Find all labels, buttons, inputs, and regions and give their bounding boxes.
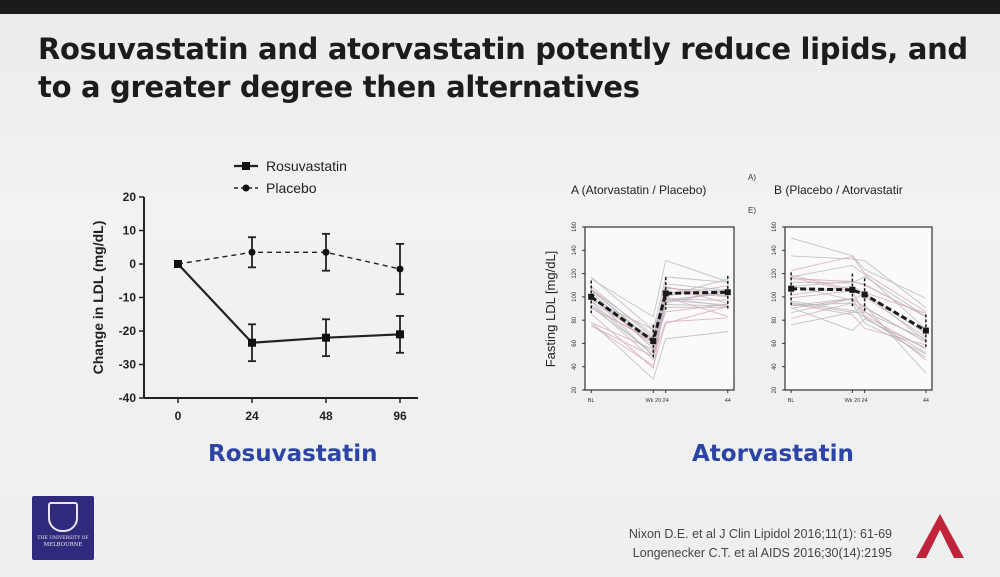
panel-title: A (Atorvastatin / Placebo) bbox=[571, 183, 706, 197]
individual-line bbox=[791, 297, 927, 343]
data-point bbox=[322, 333, 330, 342]
x-tick-label: 24 bbox=[663, 398, 669, 404]
x-tick-label: Wk 20 bbox=[645, 398, 661, 404]
data-point bbox=[248, 338, 256, 347]
individual-line bbox=[790, 307, 927, 349]
y-tick-label: 140 bbox=[772, 245, 778, 256]
y-tick-label: 80 bbox=[772, 316, 778, 323]
individual-line bbox=[791, 255, 927, 312]
top-bar bbox=[0, 0, 1000, 14]
x-tick-label: 44 bbox=[923, 398, 929, 404]
mean-point bbox=[650, 338, 657, 345]
data-point bbox=[322, 248, 330, 256]
y-tick-label: 100 bbox=[772, 291, 778, 302]
individual-line bbox=[791, 285, 927, 342]
university-logo: THE UNIVERSITY OF MELBOURNE bbox=[32, 496, 94, 560]
individual-line bbox=[590, 305, 728, 367]
legend-marker bbox=[242, 184, 250, 192]
series-line-0 bbox=[177, 263, 401, 344]
individual-line bbox=[590, 283, 728, 339]
individual-line bbox=[591, 317, 728, 358]
individual-line bbox=[590, 297, 728, 357]
mean-point bbox=[861, 291, 868, 298]
y-tick-label: -40 bbox=[119, 391, 137, 405]
x-tick-label: 48 bbox=[319, 409, 333, 423]
mean-point bbox=[922, 327, 929, 334]
x-tick-label: 0 bbox=[175, 409, 182, 423]
x-tick-label: BL bbox=[588, 398, 595, 404]
reference-2: Longenecker C.T. et al AIDS 2016;30(14):… bbox=[632, 546, 892, 560]
data-point bbox=[396, 265, 404, 273]
individual-line bbox=[791, 300, 927, 358]
y-tick-label: 20 bbox=[772, 386, 778, 393]
x-tick-label: BL bbox=[788, 398, 795, 404]
x-tick-label: 24 bbox=[245, 409, 259, 423]
y-tick-label: 160 bbox=[572, 221, 578, 232]
y-tick-label: 160 bbox=[772, 221, 778, 232]
y-axis-label: Change in LDL (mg/dL) bbox=[90, 221, 106, 375]
y-tick-label: -20 bbox=[119, 324, 137, 338]
slide-title: Rosuvastatin and atorvastatin potently r… bbox=[38, 32, 968, 104]
individual-line bbox=[590, 276, 728, 331]
y-tick-label: 120 bbox=[772, 268, 778, 279]
individual-line bbox=[591, 303, 728, 351]
y-tick-label: 20 bbox=[123, 190, 137, 204]
right-caption: Atorvastatin bbox=[692, 441, 854, 467]
references: Nixon D.E. et al J Clin Lipidol 2016;11(… bbox=[629, 525, 892, 563]
individual-line bbox=[590, 289, 728, 344]
data-point bbox=[248, 248, 256, 256]
mean-point bbox=[849, 286, 856, 293]
individual-line bbox=[791, 302, 927, 340]
logo-text: THE UNIVERSITY OF MELBOURNE bbox=[37, 536, 89, 548]
panel-label: E) bbox=[748, 206, 756, 215]
legend-marker bbox=[242, 162, 250, 170]
y-tick-label: 40 bbox=[772, 363, 778, 370]
individual-line bbox=[590, 259, 728, 318]
mean-point bbox=[724, 289, 731, 296]
y-tick-label: -10 bbox=[119, 291, 137, 305]
panel-label: A) bbox=[748, 173, 756, 182]
shield-icon bbox=[48, 502, 78, 532]
data-point bbox=[396, 330, 404, 339]
y-tick-label: 40 bbox=[572, 363, 578, 370]
individual-line bbox=[791, 278, 927, 317]
brand-a-icon bbox=[916, 514, 964, 558]
y-tick-label: 100 bbox=[572, 291, 578, 302]
y-tick-label: -30 bbox=[119, 358, 137, 372]
legend-label: Rosuvastatin bbox=[266, 158, 347, 174]
reference-1: Nixon D.E. et al J Clin Lipidol 2016;11(… bbox=[628, 527, 892, 541]
x-tick-label: 44 bbox=[725, 398, 731, 404]
mean-point bbox=[588, 293, 595, 300]
y-tick-label: 60 bbox=[572, 339, 578, 346]
y-tick-label: 140 bbox=[572, 245, 578, 256]
y-tick-label: 10 bbox=[123, 224, 137, 238]
y-tick-label: 80 bbox=[572, 316, 578, 323]
individual-line bbox=[791, 264, 927, 330]
mean-line bbox=[791, 287, 927, 332]
panel-title: B (Placebo / Atorvastatir bbox=[774, 183, 903, 197]
legend-label: Placebo bbox=[266, 180, 317, 196]
x-tick-label: 96 bbox=[393, 409, 407, 423]
series-line-1 bbox=[177, 251, 401, 270]
y-tick-label: 60 bbox=[772, 339, 778, 346]
mean-point bbox=[662, 290, 669, 297]
y-tick-label: 0 bbox=[129, 257, 136, 271]
y-tick-label: 120 bbox=[572, 268, 578, 279]
left-caption: Rosuvastatin bbox=[208, 441, 378, 467]
x-tick-label: 24 bbox=[862, 398, 868, 404]
individual-line bbox=[590, 321, 728, 380]
y-tick-label: 20 bbox=[572, 386, 578, 393]
mean-point bbox=[788, 285, 795, 292]
individual-line bbox=[791, 237, 927, 299]
x-tick-label: Wk 20 bbox=[845, 398, 861, 404]
data-point bbox=[174, 260, 182, 268]
mean-line bbox=[590, 290, 728, 344]
y-axis-label: Fasting LDL [mg/dL] bbox=[543, 251, 558, 368]
